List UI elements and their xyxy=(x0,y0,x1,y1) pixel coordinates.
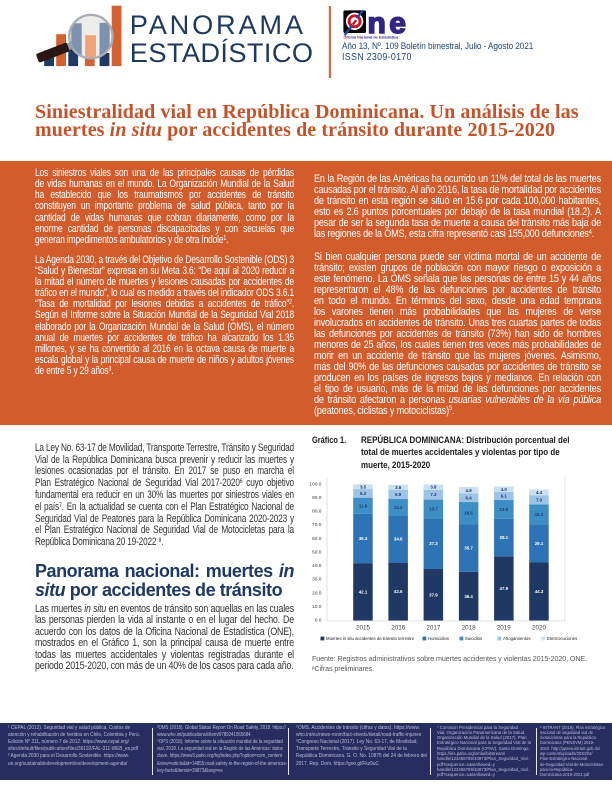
svg-text:15.3: 15.3 xyxy=(535,512,544,517)
svg-text:60.0: 60.0 xyxy=(312,536,322,542)
svg-text:70.0: 70.0 xyxy=(312,522,322,528)
svg-text:3.8: 3.8 xyxy=(430,485,437,490)
svg-text:7.0: 7.0 xyxy=(536,497,543,502)
svg-text:13.9: 13.9 xyxy=(500,507,509,512)
svg-text:2018: 2018 xyxy=(462,625,477,632)
svg-text:2016: 2016 xyxy=(391,625,406,632)
svg-text:11.8: 11.8 xyxy=(359,503,368,508)
svg-text:42.6: 42.6 xyxy=(394,589,403,594)
svg-text:ne: ne xyxy=(368,7,410,40)
svg-text:Oficina Nacional de Estadístic: Oficina Nacional de Estadística xyxy=(344,36,400,40)
svg-text:6.9: 6.9 xyxy=(395,492,402,497)
svg-text:42.1: 42.1 xyxy=(359,589,368,594)
svg-text:7.3: 7.3 xyxy=(430,492,437,497)
svg-text:90.0: 90.0 xyxy=(312,495,322,501)
svg-text:20.0: 20.0 xyxy=(312,590,322,596)
svg-text:100.0: 100.0 xyxy=(309,481,322,487)
svg-text:4.4: 4.4 xyxy=(536,490,543,495)
svg-text:2019: 2019 xyxy=(497,625,512,632)
svg-text:6.4: 6.4 xyxy=(466,495,473,500)
svg-text:3.5: 3.5 xyxy=(360,484,367,489)
svg-text:29.1: 29.1 xyxy=(535,541,544,546)
svg-text:2015: 2015 xyxy=(356,625,371,632)
svg-text:Muertes in situ accidentes de: Muertes in situ accidentes de tránsito t… xyxy=(326,636,415,641)
svg-text:4.9: 4.9 xyxy=(466,488,473,493)
svg-text:36.4: 36.4 xyxy=(464,594,473,599)
svg-text:80.0: 80.0 xyxy=(312,509,322,515)
svg-text:12.2: 12.2 xyxy=(394,505,403,510)
svg-text:13.7: 13.7 xyxy=(429,507,438,512)
svg-text:37.9: 37.9 xyxy=(429,592,438,597)
svg-text:2017: 2017 xyxy=(426,625,441,632)
svg-text:35.7: 35.7 xyxy=(464,546,473,551)
svg-text:2020: 2020 xyxy=(532,625,547,632)
svg-text:30.0: 30.0 xyxy=(312,577,322,583)
svg-text:Suicidios: Suicidios xyxy=(465,636,482,641)
svg-text:Ahogamientos: Ahogamientos xyxy=(503,636,530,641)
svg-text:36.3: 36.3 xyxy=(359,536,368,541)
svg-text:6.3: 6.3 xyxy=(360,491,367,496)
svg-text:4.0: 4.0 xyxy=(501,487,508,492)
svg-text:Homicidios: Homicidios xyxy=(428,636,449,641)
svg-text:6.1: 6.1 xyxy=(501,494,508,499)
svg-text:40.0: 40.0 xyxy=(312,563,322,569)
svg-text:34.6: 34.6 xyxy=(394,537,403,542)
svg-text:16.5: 16.5 xyxy=(464,511,473,516)
svg-text:28.1: 28.1 xyxy=(500,535,509,540)
svg-text:50.0: 50.0 xyxy=(312,549,322,555)
svg-text:10.0: 10.0 xyxy=(312,604,322,610)
svg-text:3.6: 3.6 xyxy=(395,485,402,490)
svg-text:Electrocuciones: Electrocuciones xyxy=(547,636,577,641)
svg-text:47.9: 47.9 xyxy=(500,586,509,591)
svg-text:44.3: 44.3 xyxy=(535,589,544,594)
svg-text:0.0: 0.0 xyxy=(315,618,322,624)
svg-text:37.3: 37.3 xyxy=(429,541,438,546)
